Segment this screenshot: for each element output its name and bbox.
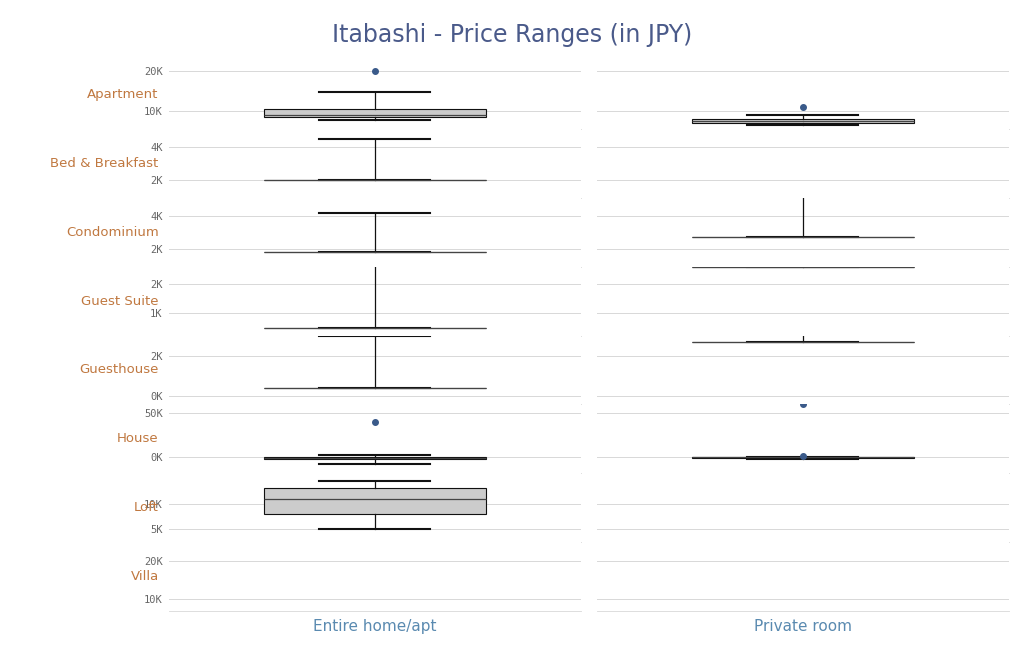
PathPatch shape bbox=[264, 488, 485, 514]
PathPatch shape bbox=[264, 109, 485, 117]
Text: Loft: Loft bbox=[134, 501, 159, 514]
Text: Apartment: Apartment bbox=[87, 89, 159, 101]
X-axis label: Entire home/apt: Entire home/apt bbox=[313, 619, 436, 634]
Text: Bed & Breakfast: Bed & Breakfast bbox=[50, 157, 159, 170]
Text: House: House bbox=[117, 432, 159, 445]
Text: Itabashi - Price Ranges (in JPY): Itabashi - Price Ranges (in JPY) bbox=[332, 23, 692, 48]
PathPatch shape bbox=[264, 457, 485, 460]
Text: Guest Suite: Guest Suite bbox=[81, 295, 159, 307]
Text: Condominium: Condominium bbox=[66, 226, 159, 239]
Text: Villa: Villa bbox=[130, 570, 159, 582]
Text: Guesthouse: Guesthouse bbox=[79, 364, 159, 376]
PathPatch shape bbox=[692, 119, 913, 123]
X-axis label: Private room: Private room bbox=[754, 619, 852, 634]
